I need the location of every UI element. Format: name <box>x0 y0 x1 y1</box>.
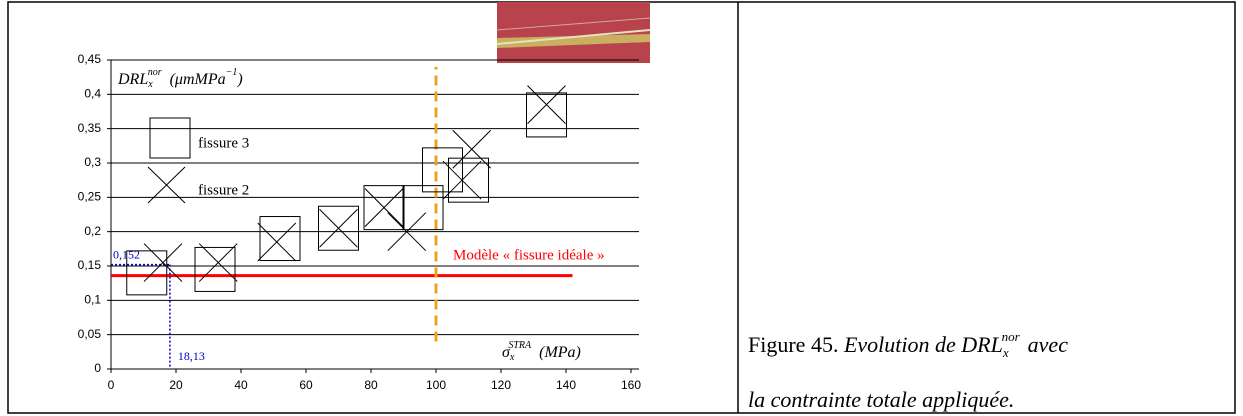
caption-line1: Figure 45. Evolution de DRLxnor avec <box>748 329 1068 360</box>
plot: 0 0,05 0,1 0,15 0,2 0,25 0,3 0,35 0,4 0,45 0 20 40 60… <box>78 52 642 392</box>
label-sup: nor <box>148 67 162 78</box>
annotation: 18,13 <box>178 349 205 363</box>
cross-marker <box>527 85 566 124</box>
x-tick-label: 20 <box>169 378 183 392</box>
reference-label: Modèle « fissure idéale » <box>453 247 605 263</box>
cross-marker <box>257 222 297 262</box>
caption-symbol: DRL <box>960 332 1003 357</box>
square-marker <box>318 205 359 251</box>
cross-marker <box>452 129 492 169</box>
caption-text: Evolution de <box>843 332 956 357</box>
caption-sub: x <box>1002 345 1009 360</box>
x-tick-label: 100 <box>426 378 446 392</box>
cross-marker <box>143 243 183 282</box>
square-marker <box>126 250 168 296</box>
x-tick-label: 60 <box>299 378 313 392</box>
cross-marker <box>198 243 238 282</box>
caption-text: avec <box>1028 332 1069 357</box>
x-tick-label: 0 <box>108 378 115 392</box>
x-axis-label: σxSTRA (MPa) <box>502 340 581 363</box>
y-tick-label: 0,15 <box>78 258 102 272</box>
legend-label: fissure 2 <box>198 182 249 198</box>
label-unit: (MPa) <box>539 344 581 361</box>
legend-item: fissure 2 <box>147 166 249 204</box>
y-tick-label: 0,3 <box>84 155 101 169</box>
y-tick-label: 0,25 <box>78 190 102 204</box>
label-sub: x <box>147 79 153 90</box>
cross-marker <box>319 208 358 248</box>
x-tick-label: 40 <box>234 378 248 392</box>
square-marker <box>363 185 405 231</box>
caption-line2: la contrainte totale appliquée. <box>748 387 1014 412</box>
label-exp: −1 <box>226 67 238 78</box>
y-tick-label: 0,35 <box>78 121 102 135</box>
legend-marker <box>149 117 191 159</box>
square-marker <box>422 147 463 193</box>
cross-marker <box>387 212 427 252</box>
square-marker <box>194 246 236 292</box>
label-unit: (μmMPa <box>170 71 226 88</box>
x-tick-label: 160 <box>621 378 641 392</box>
legend-label: fissure 3 <box>198 135 249 151</box>
label-main: DRL <box>117 71 148 88</box>
square-marker <box>259 216 301 262</box>
y-tick-label: 0,45 <box>78 52 102 66</box>
caption-prefix: Figure 45. <box>748 332 838 357</box>
x-tick-label: 80 <box>364 378 378 392</box>
y-tick-label: 0,05 <box>78 327 102 341</box>
label-sub: x <box>509 352 515 363</box>
cross-marker <box>364 188 404 227</box>
photo <box>496 2 651 63</box>
y-tick-label: 0 <box>94 361 101 375</box>
cross-marker <box>442 160 482 200</box>
y-tick-label: 0,4 <box>84 87 101 101</box>
y-tick-label: 0,2 <box>84 224 101 238</box>
y-axis-label: DRLxnor (μmMPa−1) <box>117 67 243 90</box>
x-tick-label: 140 <box>556 378 576 392</box>
legend-marker <box>147 166 186 204</box>
caption-sup: nor <box>1002 329 1021 344</box>
x-tick-label: 120 <box>491 378 511 392</box>
square-marker <box>526 92 567 138</box>
legend-item: fissure 3 <box>149 117 249 159</box>
label-close: ) <box>236 71 242 88</box>
label-main: σ <box>502 344 511 361</box>
y-tick-label: 0,1 <box>84 293 101 307</box>
label-sup: STRA <box>508 340 532 351</box>
square-marker <box>448 157 489 203</box>
